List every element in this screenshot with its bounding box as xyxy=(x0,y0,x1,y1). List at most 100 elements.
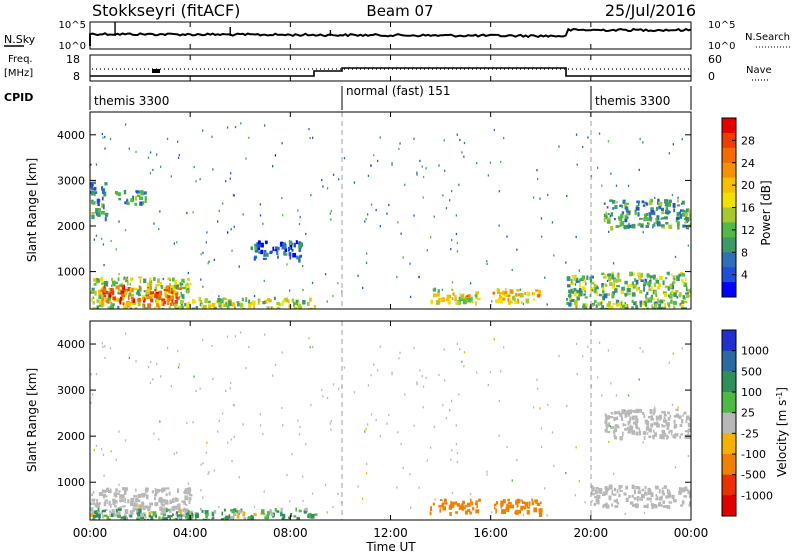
power-cell xyxy=(398,147,400,151)
velocity-cell xyxy=(429,511,432,516)
power-cell xyxy=(664,303,667,308)
power-cell xyxy=(670,273,673,276)
power-cell xyxy=(268,299,272,303)
power-cell xyxy=(115,285,119,290)
x-axis-title: Time UT xyxy=(365,540,416,554)
velocity-cell xyxy=(115,508,118,513)
power-cell xyxy=(647,281,652,286)
power-cell xyxy=(139,279,142,284)
velocity-cell xyxy=(101,514,105,519)
velocity-cell xyxy=(646,425,648,429)
power-cell xyxy=(129,287,132,293)
power-cell xyxy=(643,300,646,303)
velocity-cell xyxy=(472,506,475,511)
power-cell xyxy=(678,211,682,215)
power-cell xyxy=(257,302,260,305)
velocity-cell xyxy=(493,503,497,507)
power-cell xyxy=(130,199,135,202)
velocity-cell xyxy=(98,492,103,496)
power-cell xyxy=(123,189,127,195)
power-cell xyxy=(109,137,112,141)
velocity-cell xyxy=(130,501,134,507)
power-cell xyxy=(681,300,684,304)
velocity-cell xyxy=(201,509,204,513)
power-cell xyxy=(195,180,197,183)
power-cell xyxy=(668,294,670,297)
power-cell xyxy=(186,304,190,309)
power-cell xyxy=(264,299,268,304)
power-cell xyxy=(160,285,164,290)
velocity-cell xyxy=(601,394,603,397)
velocity-cell xyxy=(631,415,635,421)
velocity-cell xyxy=(591,492,595,496)
velocity-cell xyxy=(659,414,663,420)
velocity-cell xyxy=(647,423,650,428)
velocity-cell xyxy=(326,396,329,400)
power-cell xyxy=(217,220,219,223)
power-cell xyxy=(177,286,180,290)
power-cell xyxy=(272,165,274,168)
velocity-cell xyxy=(655,494,658,497)
power-cell xyxy=(623,203,627,207)
power-cell xyxy=(573,277,576,281)
velocity-cell xyxy=(627,394,630,397)
power-cell xyxy=(287,299,290,304)
velocity-cell xyxy=(259,424,262,427)
power-cell xyxy=(620,301,623,306)
power-cell xyxy=(615,278,619,283)
power-cell xyxy=(648,213,651,217)
velocity-cell xyxy=(422,406,424,409)
power-cell xyxy=(681,306,683,309)
velocity-cell xyxy=(536,378,538,381)
power-cell xyxy=(601,184,603,187)
velocity-cell xyxy=(160,512,164,516)
velocity-cell xyxy=(161,503,165,507)
power-cell xyxy=(605,284,608,288)
power-cell xyxy=(612,207,615,210)
power-cell xyxy=(142,303,145,306)
power-cell xyxy=(614,218,616,221)
velocity-cell xyxy=(659,434,664,439)
velocity-cell xyxy=(158,438,160,441)
x-tick-label: 12:00 xyxy=(373,526,408,540)
power-cell xyxy=(573,287,577,292)
power-cell xyxy=(664,285,668,288)
power-cell xyxy=(607,273,612,277)
velocity-cell xyxy=(379,435,381,438)
power-cell xyxy=(613,281,615,286)
velocity-cell xyxy=(205,514,208,519)
velocity-cell xyxy=(624,513,626,516)
power-cell xyxy=(474,294,478,298)
power-cell xyxy=(611,285,615,289)
power-cell xyxy=(119,284,123,288)
power-cell xyxy=(625,207,629,212)
velocity-cell xyxy=(104,501,107,504)
power-cell xyxy=(571,290,576,294)
velocity-cell xyxy=(174,518,178,520)
power-cell xyxy=(242,213,244,216)
velocity-cell xyxy=(462,500,465,505)
power-cell xyxy=(602,289,605,293)
velocity-cell xyxy=(628,413,631,417)
power-cell xyxy=(679,213,683,219)
velocity-cell xyxy=(100,511,103,515)
velocity-cell xyxy=(146,494,149,500)
power-cell xyxy=(461,151,463,154)
velocity-cell xyxy=(104,508,108,511)
power-cell xyxy=(203,304,207,309)
power-cell xyxy=(532,298,536,301)
power-cell xyxy=(539,292,542,297)
power-cell xyxy=(124,290,126,293)
power-cell xyxy=(599,307,602,309)
power-cell xyxy=(176,291,179,295)
velocity-cell xyxy=(187,492,191,495)
power-cell xyxy=(673,208,676,213)
power-cell xyxy=(687,217,691,221)
velocity-cell xyxy=(612,472,615,475)
velocity-cell xyxy=(669,414,672,418)
velocity-cell xyxy=(539,407,541,410)
power-cell xyxy=(299,254,302,258)
power-cell xyxy=(634,278,637,282)
